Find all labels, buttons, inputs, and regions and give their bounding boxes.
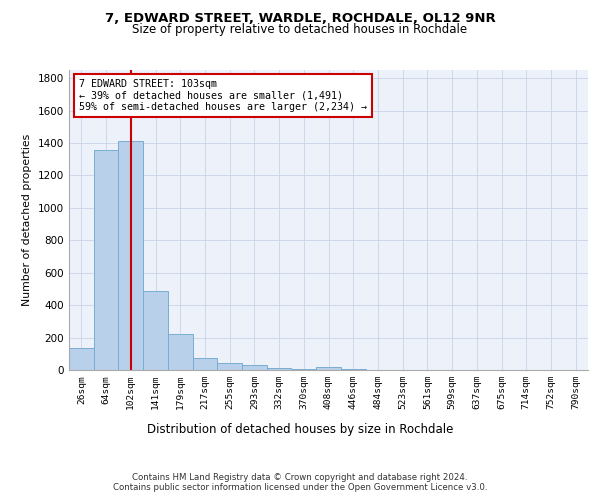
Text: Size of property relative to detached houses in Rochdale: Size of property relative to detached ho…: [133, 22, 467, 36]
Text: Distribution of detached houses by size in Rochdale: Distribution of detached houses by size …: [147, 422, 453, 436]
Y-axis label: Number of detached properties: Number of detached properties: [22, 134, 32, 306]
Bar: [94, 150, 118, 370]
Bar: [69, 348, 94, 370]
Text: Contains public sector information licensed under the Open Government Licence v3: Contains public sector information licen…: [113, 482, 487, 492]
Bar: [292, 369, 316, 370]
Bar: [168, 334, 193, 370]
Bar: [341, 369, 365, 370]
Bar: [118, 142, 143, 370]
Bar: [193, 358, 217, 370]
Bar: [242, 366, 267, 370]
Bar: [217, 362, 242, 370]
Bar: [267, 368, 292, 370]
Bar: [316, 367, 341, 370]
Text: 7, EDWARD STREET, WARDLE, ROCHDALE, OL12 9NR: 7, EDWARD STREET, WARDLE, ROCHDALE, OL12…: [104, 12, 496, 26]
Bar: [143, 290, 168, 370]
Text: 7 EDWARD STREET: 103sqm
← 39% of detached houses are smaller (1,491)
59% of semi: 7 EDWARD STREET: 103sqm ← 39% of detache…: [79, 79, 367, 112]
Text: Contains HM Land Registry data © Crown copyright and database right 2024.: Contains HM Land Registry data © Crown c…: [132, 472, 468, 482]
